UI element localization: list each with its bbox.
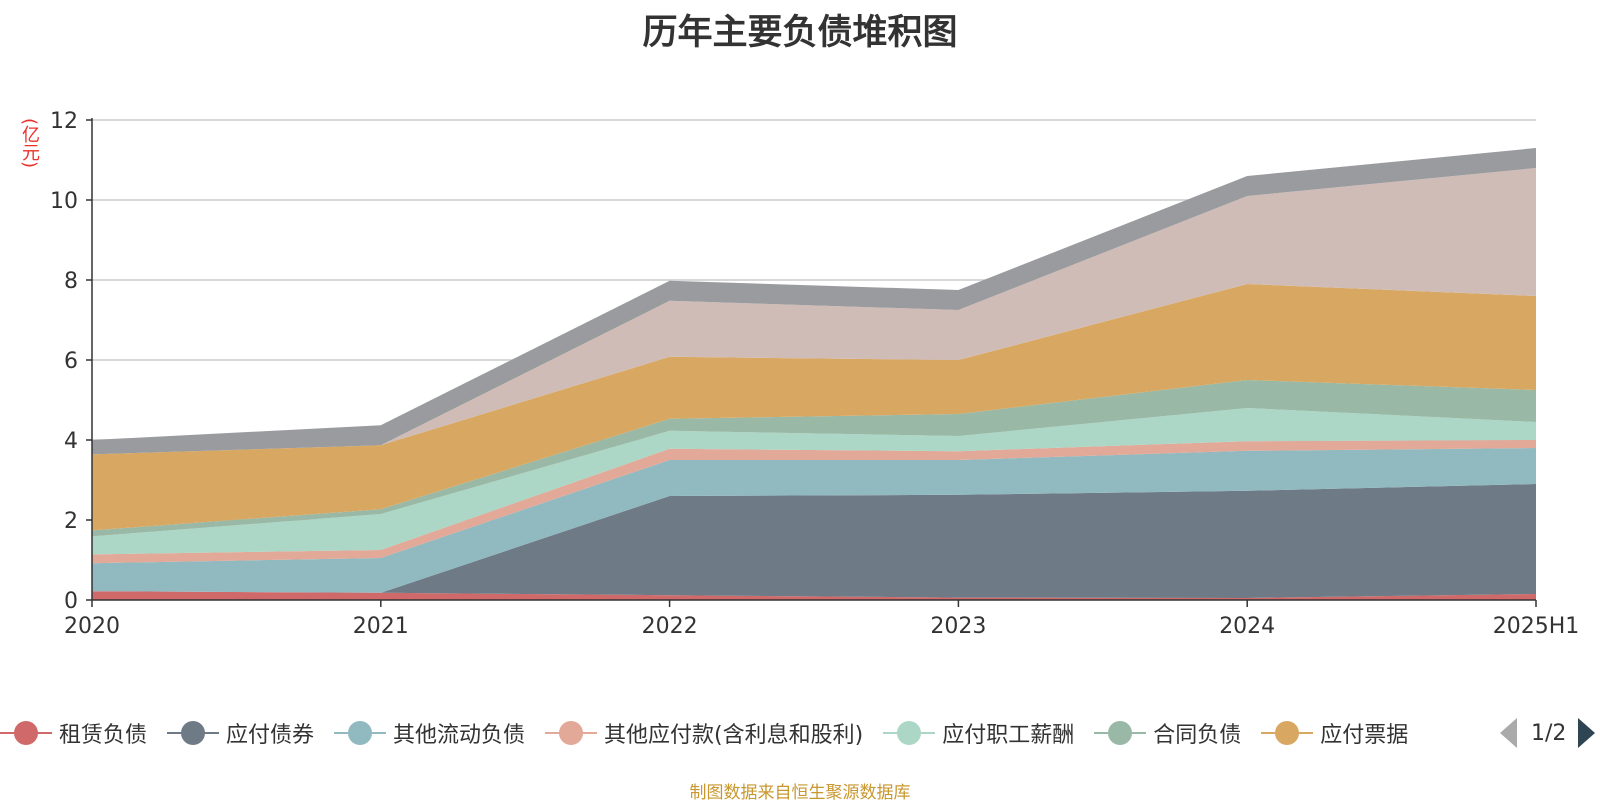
- legend-marker-icon: [883, 711, 936, 755]
- area-series-2: [92, 448, 1536, 593]
- legend-page-indicator: 1/2: [1531, 720, 1567, 746]
- legend-marker-icon: [0, 711, 52, 755]
- legend-item-6[interactable]: 应付票据: [1261, 711, 1408, 755]
- y-tick-label: 0: [64, 589, 78, 614]
- area-series-4: [92, 408, 1536, 555]
- area-series-0: [92, 591, 1536, 600]
- legend-marker-icon: [167, 711, 220, 755]
- y-tick-label: 10: [50, 189, 78, 214]
- area-series-5: [92, 380, 1536, 537]
- area-series-1: [92, 484, 1536, 598]
- x-tick-label: 2020: [64, 614, 120, 639]
- x-tick-label: 2021: [353, 614, 409, 639]
- x-tick-label: 2024: [1219, 614, 1275, 639]
- legend-label: 应付债券: [226, 723, 315, 748]
- area-series-8: [92, 148, 1536, 455]
- legend-item-2[interactable]: 其他流动负债: [334, 711, 525, 755]
- legend-item-4[interactable]: 应付职工薪酬: [883, 711, 1074, 755]
- legend-item-1[interactable]: 应付债券: [167, 711, 314, 755]
- legend-prev-page-icon[interactable]: [1500, 718, 1517, 748]
- chart-plot-area: 0 2 4 6 8 10 12 2020 2021 2022 2023 2024 2025H1: [50, 109, 1579, 639]
- area-series-6: [92, 284, 1536, 531]
- x-tick-label: 2023: [930, 614, 986, 639]
- data-source-note: 制图数据来自恒生聚源数据库: [689, 783, 911, 803]
- legend-item-0[interactable]: 租赁负债: [0, 711, 147, 755]
- legend-marker-icon: [1261, 711, 1314, 755]
- legend-label: 其他流动负债: [393, 723, 526, 748]
- x-tick-label: 2022: [642, 614, 698, 639]
- legend-label: 其他应付款(含利息和股利): [604, 723, 864, 748]
- legend-items: 租赁负债 应付债券 其他流动负债 其他应付款(含利息和股利) 应付职工薪酬 合同负债 应付票…: [0, 711, 1480, 755]
- chart-title: 历年主要负债堆积图: [642, 13, 958, 53]
- legend-label: 应付职工薪酬: [942, 723, 1075, 748]
- y-tick-label: 6: [64, 349, 78, 374]
- y-tick-label: 8: [64, 269, 78, 294]
- legend-pager: 1/2: [1500, 711, 1596, 755]
- y-tick-label: 4: [64, 429, 78, 454]
- area-series-3: [92, 440, 1536, 564]
- area-series-7: [92, 168, 1536, 455]
- x-tick-label: 2025H1: [1493, 614, 1580, 639]
- legend-item-3[interactable]: 其他应付款(含利息和股利): [545, 711, 863, 755]
- legend-label: 应付票据: [1320, 723, 1409, 748]
- legend-label: 租赁负债: [59, 723, 148, 748]
- y-axis-unit-label: (亿元): [19, 118, 40, 169]
- legend: 租赁负债 应付债券 其他流动负债 其他应付款(含利息和股利) 应付职工薪酬 合同负债 应付票…: [0, 711, 1600, 755]
- legend-marker-icon: [545, 711, 598, 755]
- legend-marker-icon: [334, 711, 387, 755]
- legend-next-page-icon[interactable]: [1578, 718, 1596, 748]
- legend-marker-icon: [1094, 711, 1147, 755]
- stacked-areas: [92, 148, 1536, 600]
- axes: 0 2 4 6 8 10 12 2020 2021 2022 2023 2024 2025H1: [50, 109, 1579, 639]
- y-tick-label: 12: [50, 109, 78, 134]
- y-tick-label: 2: [64, 509, 78, 534]
- legend-item-5[interactable]: 合同负债: [1094, 711, 1241, 755]
- legend-label: 合同负债: [1153, 723, 1242, 748]
